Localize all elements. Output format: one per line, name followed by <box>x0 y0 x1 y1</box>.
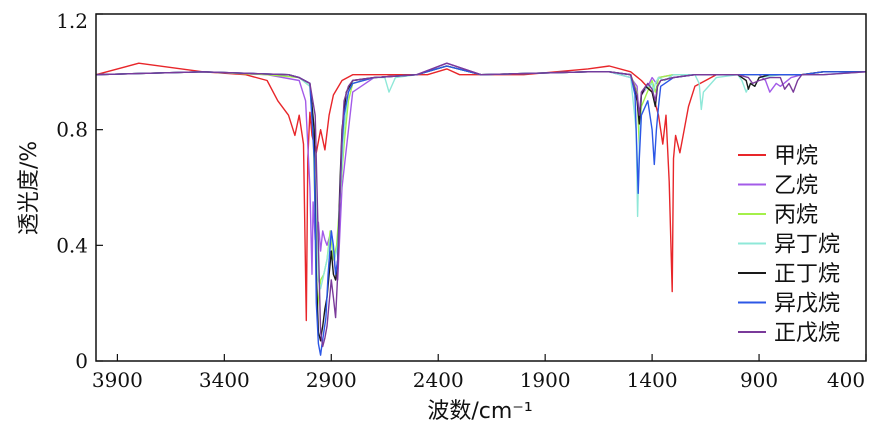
plot-frame <box>95 13 867 362</box>
y-axis-ticks: 0 0.4 0.8 1.2 <box>56 9 103 373</box>
x-axis-ticks: 3900 3400 2900 2400 1900 1400 900 400 <box>92 354 867 392</box>
series-line <box>95 62 866 322</box>
y-axis-label: 透光度/% <box>17 141 42 235</box>
x-tick-label: 1900 <box>520 368 571 392</box>
series-line <box>95 62 867 348</box>
y-tick-label: 0 <box>75 349 88 373</box>
series-line <box>95 65 866 342</box>
series-line <box>95 62 867 281</box>
legend-label: 正戊烷 <box>774 321 840 346</box>
x-tick-label: 3400 <box>199 368 250 392</box>
x-tick-label: 1400 <box>627 368 678 392</box>
x-tick-label: 2900 <box>306 368 357 392</box>
series-line <box>95 65 867 290</box>
y-tick-label: 0.4 <box>56 233 88 257</box>
series-line <box>95 65 866 356</box>
legend-label: 乙烷 <box>774 174 818 199</box>
legend-label: 丙烷 <box>774 203 818 228</box>
legend-label: 正丁烷 <box>774 262 840 287</box>
x-tick-label: 2400 <box>413 368 464 392</box>
plot-lines <box>95 62 867 356</box>
x-tick-label: 3900 <box>92 368 143 392</box>
x-tick-label: 400 <box>827 368 865 392</box>
legend-label: 异戊烷 <box>774 292 840 317</box>
x-axis-label: 波数/cm⁻¹ <box>427 399 532 424</box>
legend-label: 异丁烷 <box>774 233 840 258</box>
x-tick-label: 900 <box>740 368 778 392</box>
legend-label: 甲烷 <box>774 144 818 169</box>
y-tick-label: 1.2 <box>56 9 88 33</box>
y-tick-label: 0.8 <box>56 118 88 142</box>
